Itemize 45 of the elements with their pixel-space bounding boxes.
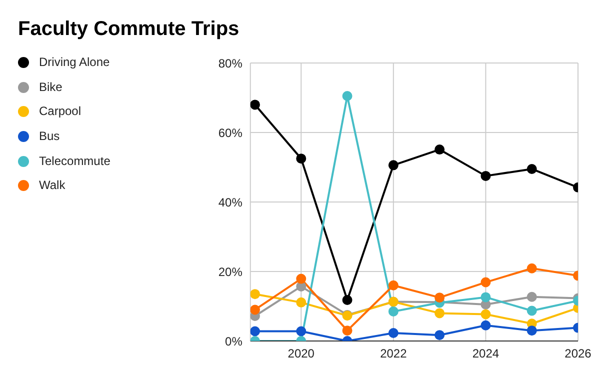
point (250, 289, 260, 300)
point (480, 170, 491, 181)
point (526, 164, 537, 174)
legend-label: Bus (39, 128, 60, 146)
legend-label: Bike (39, 78, 62, 96)
x-tick-label: 2020 (288, 346, 315, 361)
point (480, 277, 491, 288)
y-tick-label: 80% (218, 56, 243, 70)
x-tick-label: 2022 (380, 346, 408, 361)
point (434, 330, 445, 340)
point (434, 144, 445, 155)
legend-label: Walk (39, 177, 66, 194)
point (480, 320, 491, 330)
x-tick-label: 2024 (472, 346, 500, 361)
point (296, 274, 306, 284)
y-tick-label: 40% (218, 195, 243, 210)
point (526, 326, 537, 336)
y-tick-label: 20% (218, 264, 243, 279)
point (342, 294, 352, 305)
point (388, 306, 398, 316)
x-tick-label: 2026 (564, 346, 592, 361)
point (526, 263, 537, 274)
point (250, 326, 260, 336)
point (342, 91, 352, 102)
point (480, 309, 491, 320)
point (526, 306, 537, 316)
point (434, 308, 445, 318)
chart-title: Faculty Commute Trips (18, 18, 240, 41)
point (250, 100, 260, 110)
point (388, 160, 398, 170)
point (296, 326, 306, 336)
point (434, 292, 445, 303)
legend-label: Carpool (39, 103, 82, 120)
point (342, 326, 352, 336)
point (250, 304, 260, 315)
legend-label: Telecommute (39, 152, 110, 170)
y-tick-label: 0% (225, 334, 243, 348)
point (296, 154, 306, 164)
point (388, 328, 398, 338)
point (526, 292, 537, 302)
y-tick-label: 60% (218, 126, 243, 140)
point (296, 297, 306, 308)
point (388, 280, 398, 290)
point (480, 292, 491, 302)
legend-label: Driving Alone (39, 54, 110, 71)
